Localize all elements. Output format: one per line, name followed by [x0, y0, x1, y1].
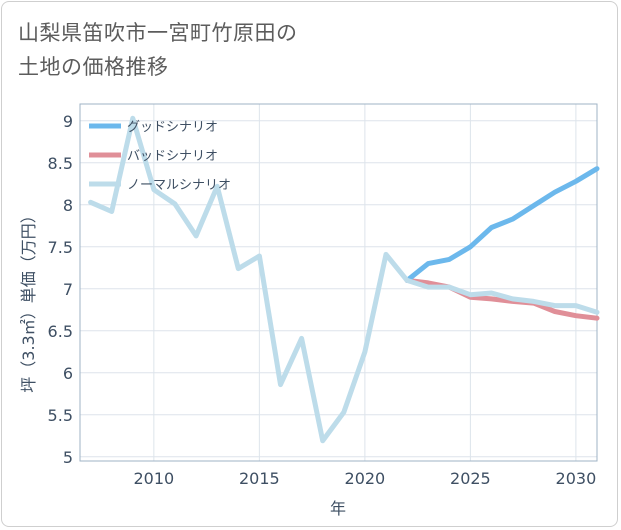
series-line-2 — [88, 115, 600, 444]
y-axis-ticks: 5 5.5 6 6.5 7 7.5 8 8.5 9 — [48, 112, 73, 467]
x-tick-label: 2025 — [450, 469, 491, 488]
chart-title: 山梨県笛吹市一宮町竹原田の 土地の価格推移 — [18, 16, 578, 84]
y-axis-title: 坪（3.3㎡）単価（万円） — [19, 207, 38, 392]
y-tick-label: 7 — [63, 280, 73, 299]
x-axis-title: 年 — [330, 499, 346, 518]
y-tick-label: 7.5 — [48, 238, 73, 257]
y-tick-label: 9 — [63, 112, 73, 131]
legend-label-0: グッドシナリオ — [127, 120, 218, 135]
y-tick-label: 8 — [63, 196, 73, 215]
y-tick-label: 6 — [63, 364, 73, 383]
x-tick-label: 2030 — [556, 469, 597, 488]
y-tick-label: 8.5 — [48, 154, 73, 173]
plot-area — [79, 103, 598, 462]
y-tick-label: 5 — [63, 448, 73, 467]
y-tick-label: 6.5 — [48, 322, 73, 341]
series-lines — [88, 115, 600, 444]
x-axis-ticks: 2010 2015 2020 2025 2030 — [133, 469, 596, 488]
series-line-0 — [404, 166, 600, 283]
legend-label-2: ノーマルシナリオ — [127, 178, 231, 193]
chart-title-line1: 山梨県笛吹市一宮町竹原田の — [18, 21, 298, 45]
x-tick-label: 2020 — [345, 469, 386, 488]
x-tick-label: 2010 — [133, 469, 174, 488]
legend-label-1: バッドシナリオ — [127, 149, 218, 164]
grid-lines — [80, 104, 597, 461]
x-tick-label: 2015 — [239, 469, 280, 488]
y-tick-label: 5.5 — [48, 406, 73, 425]
chart-title-line2: 土地の価格推移 — [18, 55, 169, 79]
